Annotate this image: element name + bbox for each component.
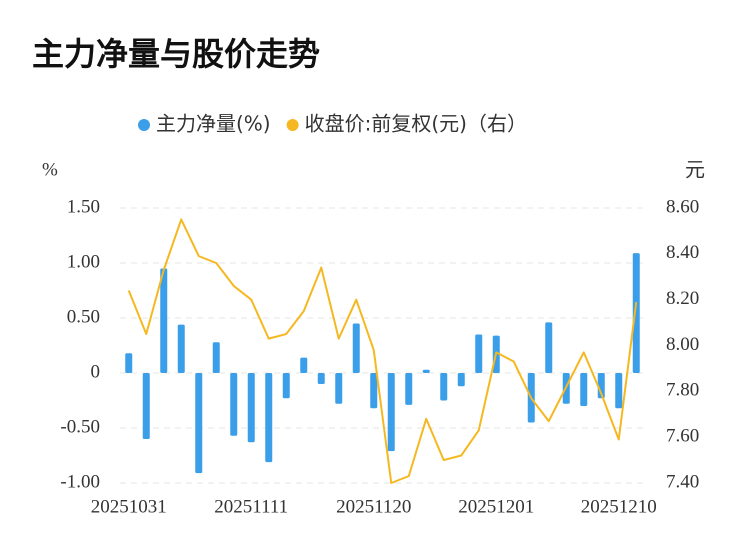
bar	[230, 373, 238, 436]
bar	[160, 268, 168, 373]
y-tick-label: 1.00	[67, 251, 100, 272]
y2-axis-label: 元	[685, 158, 705, 182]
bar	[282, 373, 290, 399]
y-tick-label: 0.50	[67, 306, 100, 327]
bar	[387, 373, 395, 452]
y2-tick-label: 8.60	[666, 196, 699, 217]
y2-tick-label: 8.20	[666, 288, 699, 309]
legend-marker	[138, 119, 150, 131]
bar	[422, 369, 430, 373]
legend-marker	[286, 119, 299, 131]
bar	[142, 373, 150, 439]
x-tick-label: 20251111	[214, 496, 288, 517]
legend-label: 收盘价:前复权(元)（右）	[305, 112, 527, 136]
bar	[177, 324, 185, 373]
bar	[212, 342, 220, 373]
x-tick-label: 20251201	[458, 496, 534, 517]
x-tick-label: 20251031	[91, 496, 167, 517]
legend-label: 主力净量(%)	[156, 112, 271, 136]
y2-tick-label: 8.40	[666, 242, 699, 263]
y-axis-label: %	[42, 159, 58, 180]
y2-tick-label: 7.40	[666, 471, 699, 492]
bar	[405, 373, 413, 405]
bar	[475, 334, 483, 373]
bar	[300, 357, 308, 373]
y2-tick-label: 8.00	[666, 334, 699, 355]
bar	[545, 322, 553, 373]
bar	[317, 373, 325, 384]
bar	[580, 373, 588, 406]
bar	[195, 373, 203, 474]
bar	[615, 373, 623, 409]
bar	[370, 373, 378, 409]
y-tick-label: -1.00	[60, 471, 100, 492]
bar	[457, 373, 465, 387]
price-line	[127, 218, 638, 484]
y2-tick-label: 7.80	[666, 380, 699, 401]
y-tick-label: 0	[91, 361, 101, 382]
x-tick-label: 20251210	[581, 496, 657, 517]
bar	[247, 373, 255, 443]
y2-tick-label: 7.60	[666, 426, 699, 447]
y-tick-label: -0.50	[60, 416, 100, 437]
bar	[352, 323, 360, 373]
y-tick-label: 1.50	[67, 196, 100, 217]
chart-title: 主力净量与股价走势	[32, 35, 320, 73]
x-tick-label: 20251120	[336, 496, 411, 517]
bar	[125, 353, 133, 373]
bar	[440, 373, 448, 401]
bar	[632, 253, 640, 373]
bar	[335, 373, 343, 404]
bar	[265, 373, 273, 463]
